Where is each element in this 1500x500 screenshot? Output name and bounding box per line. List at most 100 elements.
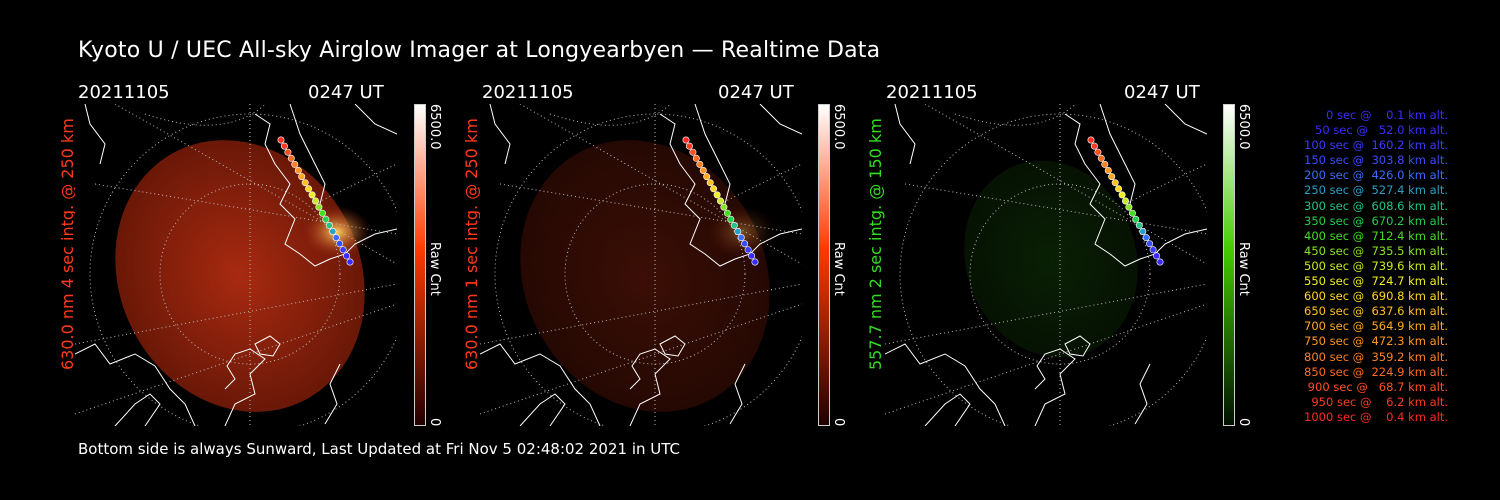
panel-1-map bbox=[75, 104, 397, 426]
trajectory-point bbox=[305, 185, 313, 193]
legend-row: 1000 sec @ 0.4 km alt. bbox=[1304, 409, 1448, 424]
panel-3-image bbox=[885, 104, 1207, 426]
trajectory-point bbox=[1097, 154, 1105, 162]
coastline bbox=[759, 104, 802, 135]
legend-row: 400 sec @ 712.4 km alt. bbox=[1300, 228, 1448, 243]
footer-status: Bottom side is always Sunward, Last Upda… bbox=[78, 440, 680, 458]
coastline bbox=[289, 104, 326, 205]
coastline bbox=[114, 393, 161, 426]
trajectory-point bbox=[723, 209, 731, 217]
graticule-arc bbox=[1124, 163, 1207, 205]
graticule-arc bbox=[314, 163, 397, 205]
graticule-line bbox=[885, 303, 1207, 415]
legend-row: 650 sec @ 637.6 km alt. bbox=[1300, 304, 1448, 319]
graticule-line bbox=[480, 283, 802, 345]
trajectory-point bbox=[1111, 179, 1119, 187]
panel-2-date: 20211105 bbox=[482, 82, 574, 103]
legend-row: 500 sec @ 739.6 km alt. bbox=[1300, 258, 1448, 273]
trajectory-point bbox=[329, 228, 337, 236]
trajectory-point bbox=[280, 142, 288, 150]
trajectory-point bbox=[322, 215, 330, 223]
trajectory-point bbox=[1135, 221, 1143, 229]
trajectory-point bbox=[1118, 191, 1126, 199]
trajectory-point bbox=[325, 221, 333, 229]
trajectory-point bbox=[291, 160, 299, 168]
trajectory-point bbox=[744, 246, 752, 254]
trajectory-point bbox=[287, 154, 295, 162]
panel-3-colorbar-gradient bbox=[1223, 104, 1235, 426]
graticule-arc bbox=[549, 104, 672, 126]
graticule-line bbox=[75, 303, 397, 415]
trajectory-point bbox=[710, 185, 718, 193]
panel-3-cbar-unit: Raw Cnt bbox=[1236, 242, 1251, 296]
panel-3-cbar-min: 0 bbox=[1236, 418, 1251, 427]
legend-row: 950 sec @ 6.2 km alt. bbox=[1307, 394, 1448, 409]
panel-2-colorbar-gradient bbox=[818, 104, 830, 426]
panel-3-cbar-max: 6500.0 bbox=[1236, 104, 1251, 150]
legend-row: 450 sec @ 735.5 km alt. bbox=[1300, 243, 1448, 258]
coastline bbox=[324, 363, 341, 425]
trajectory-point bbox=[1132, 215, 1140, 223]
legend-row: 900 sec @ 68.7 km alt. bbox=[1304, 379, 1448, 394]
trajectory-point bbox=[318, 209, 326, 217]
trajectory-point bbox=[1104, 166, 1112, 174]
trajectory-point bbox=[332, 234, 340, 242]
trajectory-point bbox=[284, 148, 292, 156]
trajectory-point bbox=[713, 191, 721, 199]
panel-1-image bbox=[75, 104, 397, 426]
panel-1-colorbar-gradient bbox=[414, 104, 426, 426]
legend-row: 100 sec @ 160.2 km alt. bbox=[1300, 138, 1448, 153]
graticule-circle bbox=[159, 183, 341, 365]
coastline bbox=[729, 363, 746, 425]
trajectory-point bbox=[1156, 258, 1164, 266]
graticule-circle bbox=[564, 183, 746, 365]
legend-row: 800 sec @ 359.2 km alt. bbox=[1300, 349, 1448, 364]
trajectory-point bbox=[720, 203, 728, 211]
airglow-disk bbox=[964, 160, 1138, 358]
trajectory-point bbox=[1139, 228, 1147, 236]
legend-row: 300 sec @ 608.6 km alt. bbox=[1300, 198, 1448, 213]
coastline bbox=[659, 113, 802, 267]
panel-3-time: 0247 UT bbox=[1124, 82, 1200, 103]
trajectory-point bbox=[1125, 203, 1133, 211]
coastline bbox=[885, 343, 1006, 426]
legend-row: 50 sec @ 52.0 km alt. bbox=[1307, 123, 1448, 138]
trajectory-point bbox=[703, 173, 711, 181]
trajectory-point bbox=[727, 215, 735, 223]
coastline bbox=[254, 113, 397, 267]
trajectory-point bbox=[1090, 142, 1098, 150]
page-title: Kyoto U / UEC All-sky Airglow Imager at … bbox=[78, 38, 881, 63]
panel-2-side-label: 630.0 nm 1 sec intg. @ 250 km bbox=[462, 118, 481, 370]
trajectory-point bbox=[1146, 240, 1154, 248]
panel-2-cbar-min: 0 bbox=[831, 418, 846, 427]
panel-1-date: 20211105 bbox=[78, 82, 170, 103]
trajectory-point bbox=[1122, 197, 1130, 205]
trajectory-point bbox=[692, 154, 700, 162]
legend-row: 750 sec @ 472.3 km alt. bbox=[1300, 334, 1448, 349]
coastline bbox=[354, 104, 397, 135]
panel-1-time: 0247 UT bbox=[308, 82, 384, 103]
panel-3-date: 20211105 bbox=[886, 82, 978, 103]
coastline bbox=[894, 104, 916, 165]
legend-row: 150 sec @ 303.8 km alt. bbox=[1300, 153, 1448, 168]
coastline bbox=[1034, 348, 1076, 426]
coastline bbox=[84, 104, 106, 165]
coastline bbox=[1064, 113, 1207, 267]
coastline bbox=[924, 393, 971, 426]
trajectory-point bbox=[1108, 173, 1116, 181]
trajectory-point bbox=[1153, 252, 1161, 260]
trajectory-point bbox=[315, 203, 323, 211]
island bbox=[254, 335, 281, 357]
graticule-arc bbox=[719, 163, 802, 205]
trajectory-point bbox=[1101, 160, 1109, 168]
trajectory-point bbox=[696, 160, 704, 168]
panel-3-side-label: 557.7 nm 2 sec intg. @ 150 km bbox=[866, 118, 885, 370]
graticule-arc bbox=[954, 104, 1077, 126]
trajectory-point bbox=[748, 252, 756, 260]
trajectory-point bbox=[277, 136, 285, 144]
panel-2-image bbox=[480, 104, 802, 426]
trajectory-point bbox=[741, 240, 749, 248]
coastline bbox=[224, 348, 266, 426]
trajectory-point bbox=[346, 258, 354, 266]
trajectory-point bbox=[1087, 136, 1095, 144]
